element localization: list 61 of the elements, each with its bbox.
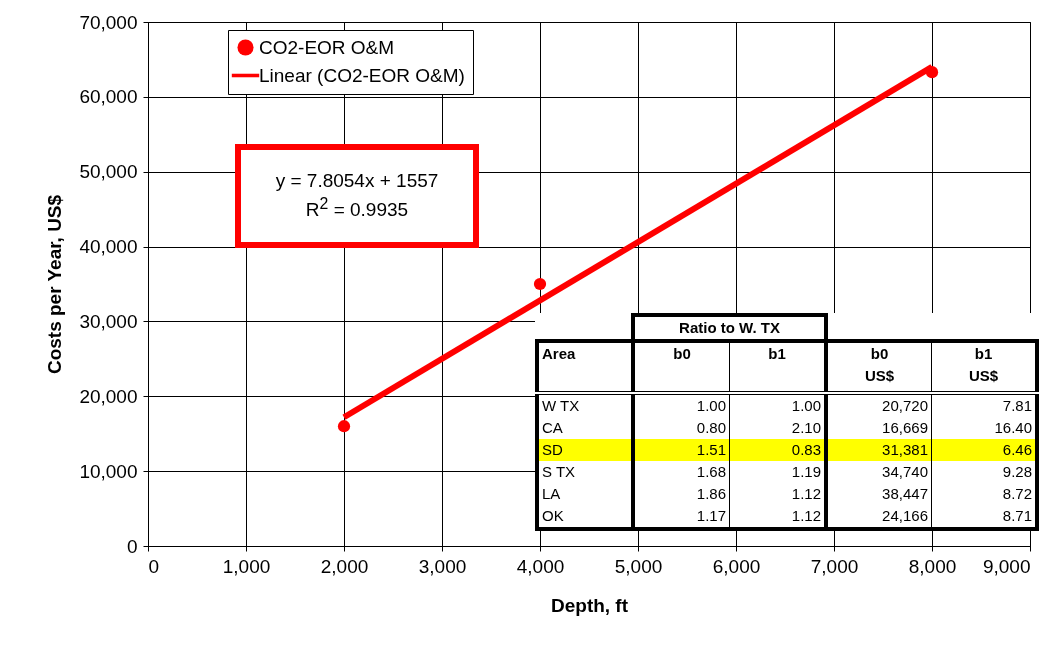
annotation: b0 US$ [864, 344, 895, 386]
annotation: 0.83 [729, 439, 826, 461]
annotation: 1.00 [633, 393, 730, 417]
annotation: 8.72 [931, 483, 1037, 505]
y-tick-label: 10,000 [79, 460, 138, 482]
annotation: OK [537, 505, 633, 529]
annotation: 1.12 [729, 483, 826, 505]
legend-label: Linear (CO2-EOR O&M) [259, 64, 465, 86]
annotation: 34,740 [826, 461, 932, 483]
annotation: 20,720 [826, 393, 932, 417]
annotation: Ratio to W. TX [633, 315, 826, 341]
annotation: SD [537, 439, 633, 461]
x-tick-label: 0 [148, 555, 160, 577]
y-tick-label: 50,000 [79, 161, 138, 183]
annotation: 1.17 [633, 505, 730, 529]
annotation: S TX [537, 461, 633, 483]
x-tick-label: 9,000 [982, 555, 1031, 577]
x-tick-label: 6,000 [712, 555, 761, 577]
annotation: y = 7.8054x + 1557 [274, 169, 440, 194]
annotation: W TX [537, 393, 633, 417]
annotation: 38,447 [826, 483, 932, 505]
annotation: 7.81 [931, 393, 1037, 417]
x-tick-label: 8,000 [908, 555, 957, 577]
annotation: 8.71 [931, 505, 1037, 529]
x-tick-label: 3,000 [418, 555, 467, 577]
legend-label: CO2-EOR O&M [259, 36, 395, 58]
annotation: 1.12 [729, 505, 826, 529]
y-tick-label: 0 [126, 535, 138, 557]
y-axis-title: Costs per Year, US$ [44, 194, 66, 375]
annotation: 24,166 [826, 505, 932, 529]
x-axis-title: Depth, ft [550, 594, 629, 616]
annotation: 16.40 [931, 417, 1037, 439]
y-tick-label: 30,000 [79, 310, 138, 332]
annotation: CA [537, 417, 633, 439]
annotation: b1 US$ [968, 344, 999, 386]
y-tick-label: 20,000 [79, 385, 138, 407]
annotation: 16,669 [826, 417, 932, 439]
annotation: b1 [768, 344, 786, 364]
x-tick-label: 7,000 [810, 555, 859, 577]
annotation: 9.28 [931, 461, 1037, 483]
y-tick-label: 60,000 [79, 86, 138, 108]
annotation: LA [537, 483, 633, 505]
annotation: b0 [673, 344, 691, 364]
equation-box: y = 7.8054x + 1557 R$^{2}$ = 0.9935 [235, 144, 479, 248]
annotation: 31,381 [826, 439, 932, 461]
x-tick-label: 4,000 [516, 555, 565, 577]
annotation: R$^{2}$ = 0.9935 [304, 193, 410, 223]
annotation: 1.68 [633, 461, 730, 483]
annotation: 1.19 [729, 461, 826, 483]
y-tick-label: 40,000 [79, 236, 138, 258]
y-tick-label: 70,000 [79, 11, 138, 33]
annotation: 0.80 [633, 417, 730, 439]
annotation: 6.46 [931, 439, 1037, 461]
annotation: 1.51 [633, 439, 730, 461]
x-tick-label: 1,000 [222, 555, 271, 577]
annotation: 2.10 [729, 417, 826, 439]
annotation: Area [542, 344, 576, 364]
x-tick-label: 2,000 [320, 555, 369, 577]
annotation: 1.86 [633, 483, 730, 505]
x-tick-label: 5,000 [614, 555, 663, 577]
annotation: 1.00 [729, 393, 826, 417]
